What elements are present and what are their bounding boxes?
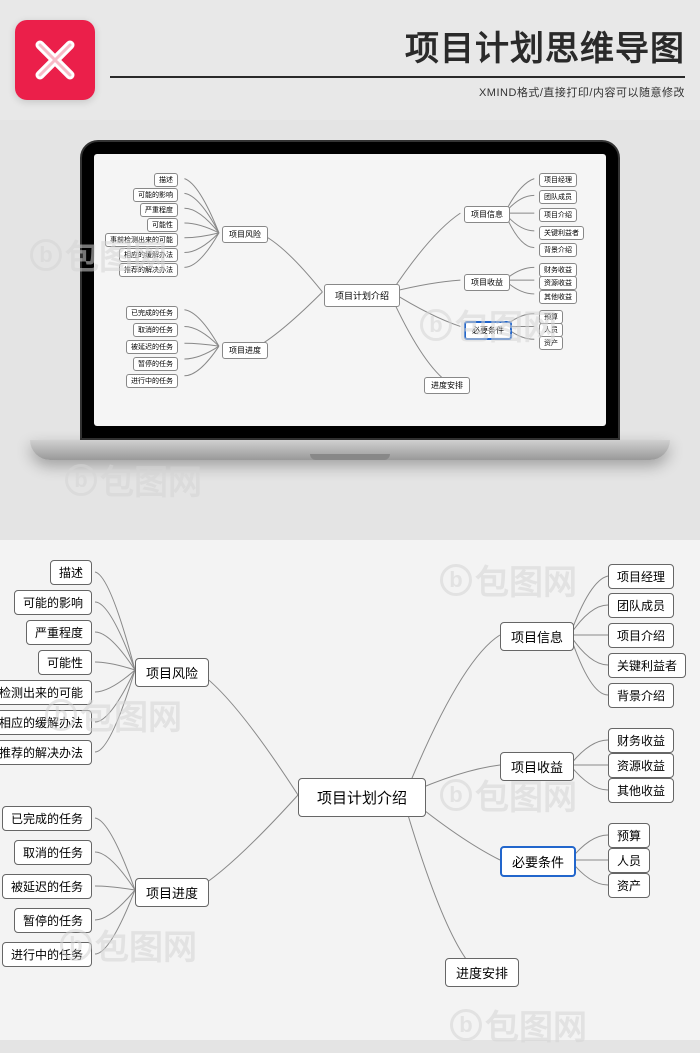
mindmap-leaf: 可能性 [38,650,92,675]
mindmap-leaf: 取消的任务 [133,323,178,337]
mindmap-leaf: 取消的任务 [14,840,92,865]
mindmap-node: 项目收益 [464,274,510,291]
mindmap-leaf: 已完成的任务 [126,306,178,320]
mindmap-leaf: 事前检测出来的可能 [105,233,178,247]
page-title: 项目计划思维导图 [110,21,685,70]
mindmap-leaf: 已完成的任务 [2,806,92,831]
mindmap-leaf: 被延迟的任务 [126,340,178,354]
mindmap-large: 项目计划介绍 项目信息 项目收益 必要条件 进度安排 项目经理 团队成员 项目介… [0,540,700,1040]
mindmap-leaf: 暂停的任务 [133,357,178,371]
mindmap-leaf: 其他收益 [539,290,577,304]
mindmap-node: 项目风险 [222,226,268,243]
mindmap-node: 项目进度 [222,342,268,359]
mindmap-node: 项目风险 [135,658,209,687]
mindmap-leaf: 项目介绍 [539,208,577,222]
mindmap-leaf: 资源收益 [608,753,674,778]
mindmap-node: 进度安排 [424,377,470,394]
mindmap-leaf: 可能的影响 [133,188,178,202]
mindmap-node: 项目收益 [500,752,574,781]
mindmap-leaf: 描述 [50,560,92,585]
mindmap-node: 项目进度 [135,878,209,907]
page-subtitle: XMIND格式/直接打印/内容可以随意修改 [110,84,685,100]
mindmap-leaf: 人员 [539,323,563,337]
mindmap-leaf: 资产 [539,336,563,350]
mindmap-center-node: 项目计划介绍 [324,284,400,307]
xmind-logo [15,20,95,100]
mindmap-node-highlighted: 必要条件 [500,846,576,877]
mindmap-leaf: 关键利益者 [539,226,584,240]
mindmap-leaf: 进行中的任务 [2,942,92,967]
mindmap-leaf: 被延迟的任务 [2,874,92,899]
mindmap-leaf: 相应的缓解办法 [0,710,92,735]
laptop-mockup: 项目计划介绍 项目信息 项目收益 必要条件 进度安排 项目经理 团队成员 项目介… [0,140,700,500]
mindmap-leaf: 可能性 [147,218,178,232]
mindmap-leaf: 团队成员 [608,593,674,618]
mindmap-leaf: 描述 [154,173,178,187]
mindmap-leaf: 预算 [539,310,563,324]
mindmap-leaf: 可能的影响 [14,590,92,615]
mindmap-center-node: 项目计划介绍 [298,778,426,817]
mindmap-leaf: 财务收益 [539,263,577,277]
mindmap-leaf: 项目经理 [608,564,674,589]
mindmap-leaf: 事前检测出来的可能 [0,680,92,705]
mindmap-small: 项目计划介绍 项目信息 项目收益 必要条件 进度安排 项目经理 团队成员 项目介… [94,154,606,426]
mindmap-leaf: 资产 [608,873,650,898]
mindmap-leaf: 严重程度 [140,203,178,217]
mindmap-leaf: 人员 [608,848,650,873]
mindmap-leaf: 相应的缓解办法 [119,248,178,262]
mindmap-leaf: 推荐的解决办法 [119,263,178,277]
mindmap-node: 进度安排 [445,958,519,987]
mindmap-leaf: 其他收益 [608,778,674,803]
mindmap-node: 项目信息 [500,622,574,651]
mindmap-leaf: 预算 [608,823,650,848]
mindmap-leaf: 项目经理 [539,173,577,187]
mindmap-leaf: 关键利益者 [608,653,686,678]
mindmap-node: 项目信息 [464,206,510,223]
title-divider [110,76,685,78]
mindmap-leaf: 团队成员 [539,190,577,204]
mindmap-leaf: 背景介绍 [539,243,577,257]
mindmap-leaf: 进行中的任务 [126,374,178,388]
mindmap-leaf: 暂停的任务 [14,908,92,933]
mindmap-leaf: 推荐的解决办法 [0,740,92,765]
mindmap-leaf: 项目介绍 [608,623,674,648]
mindmap-leaf: 严重程度 [26,620,92,645]
mindmap-leaf: 财务收益 [608,728,674,753]
mindmap-leaf: 资源收益 [539,276,577,290]
mindmap-node-highlighted: 必要条件 [464,321,512,340]
header: 项目计划思维导图 XMIND格式/直接打印/内容可以随意修改 [0,0,700,120]
xmind-logo-icon [30,35,80,85]
mindmap-large-panel: 项目计划介绍 项目信息 项目收益 必要条件 进度安排 项目经理 团队成员 项目介… [0,540,700,1040]
mindmap-leaf: 背景介绍 [608,683,674,708]
